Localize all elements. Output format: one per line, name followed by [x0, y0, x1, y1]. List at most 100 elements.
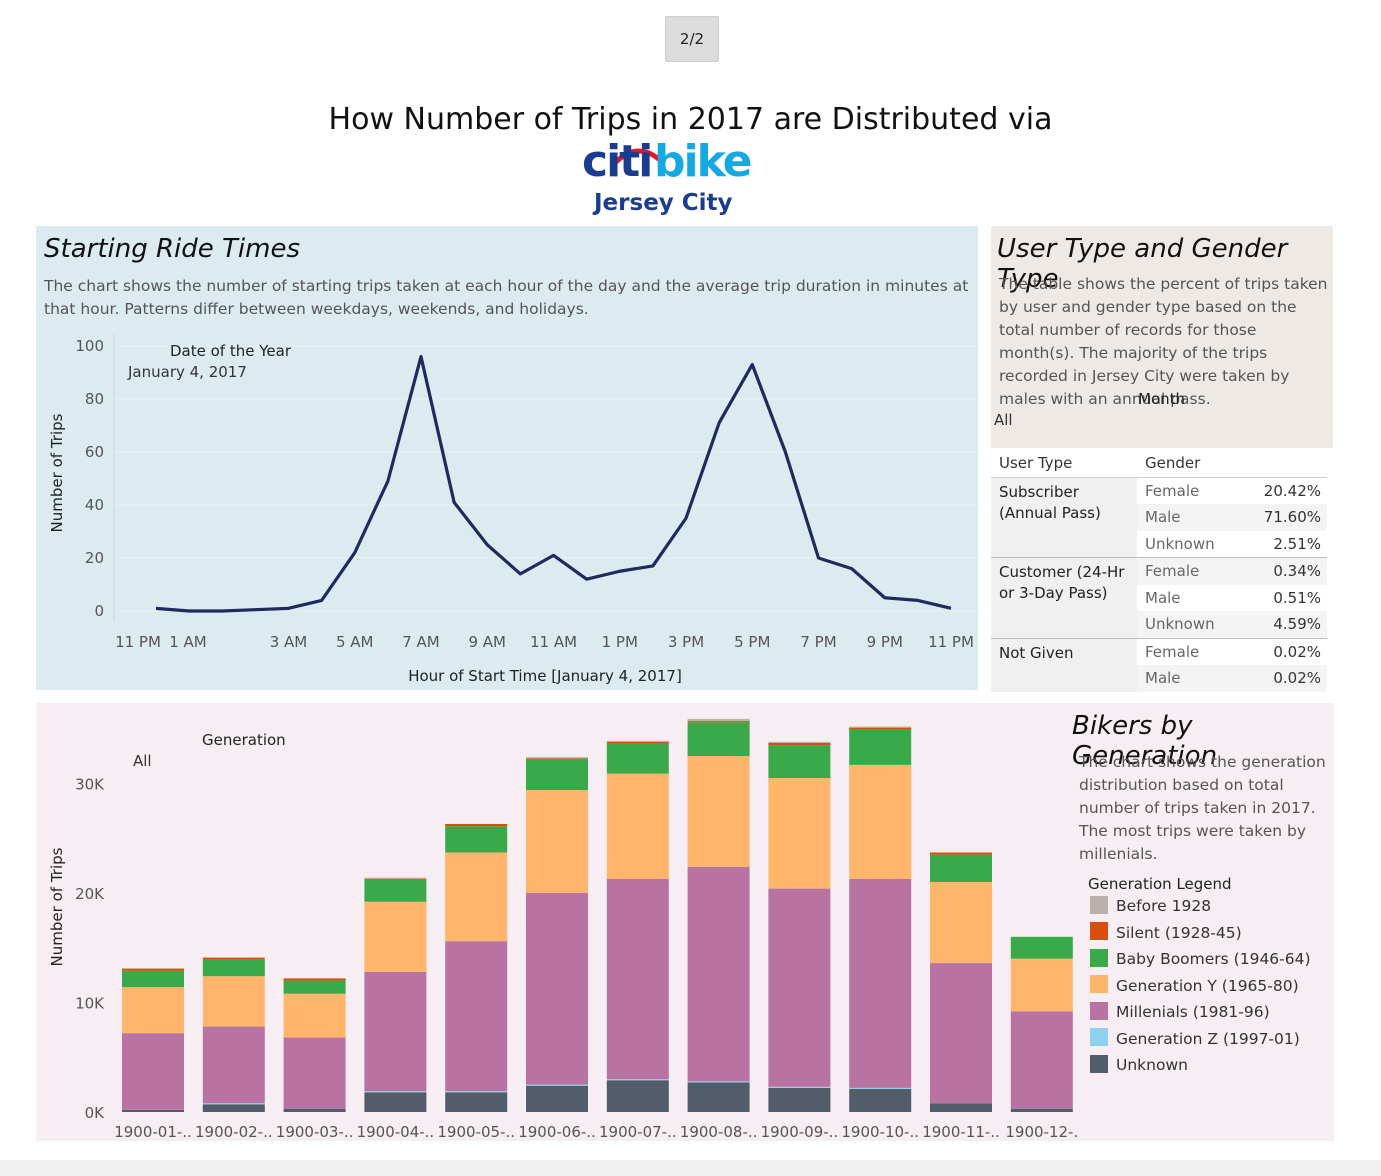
- line-point[interactable]: [846, 563, 858, 575]
- bar-segment[interactable]: [364, 879, 427, 902]
- bar-stack[interactable]: [526, 757, 588, 1112]
- bar-segment[interactable]: [202, 1103, 265, 1105]
- bar-stack[interactable]: [687, 718, 750, 1112]
- line-point[interactable]: [912, 594, 924, 606]
- bar-segment[interactable]: [364, 901, 427, 972]
- bar-segment[interactable]: [768, 1086, 831, 1088]
- line-point[interactable]: [349, 547, 361, 559]
- bar-segment[interactable]: [1010, 936, 1073, 959]
- bar-segment[interactable]: [687, 1082, 750, 1112]
- bar-segment[interactable]: [526, 757, 588, 759]
- bar-segment[interactable]: [687, 721, 750, 723]
- legend-item[interactable]: Before 1928: [1090, 895, 1211, 916]
- bar-segment[interactable]: [122, 1109, 184, 1112]
- bar-segment[interactable]: [526, 790, 588, 893]
- legend-item[interactable]: Baby Boomers (1946-64): [1090, 948, 1311, 969]
- legend-item[interactable]: Generation Z (1997-01): [1090, 1028, 1300, 1049]
- generation-filter-value[interactable]: All: [133, 752, 152, 770]
- bar-segment[interactable]: [606, 742, 669, 774]
- bar-segment[interactable]: [445, 824, 508, 827]
- line-point[interactable]: [548, 549, 560, 561]
- bar-segment[interactable]: [202, 959, 265, 977]
- bar-segment[interactable]: [687, 718, 750, 722]
- line-point[interactable]: [945, 602, 957, 614]
- bar-segment[interactable]: [445, 941, 508, 1092]
- bar-segment[interactable]: [526, 1084, 588, 1086]
- bar-segment[interactable]: [122, 970, 184, 988]
- bar-segment[interactable]: [849, 727, 912, 730]
- line-point[interactable]: [316, 594, 328, 606]
- bar-segment[interactable]: [930, 963, 992, 1104]
- bar-segment[interactable]: [364, 877, 427, 879]
- bar-segment[interactable]: [364, 1092, 427, 1112]
- bar-segment[interactable]: [1010, 1108, 1073, 1112]
- bar-segment[interactable]: [364, 1091, 427, 1093]
- bar-segment[interactable]: [687, 722, 750, 757]
- bar-segment[interactable]: [606, 773, 669, 879]
- bar-segment[interactable]: [526, 759, 588, 791]
- bar-stack[interactable]: [202, 957, 265, 1112]
- bar-segment[interactable]: [606, 741, 669, 743]
- bar-stack[interactable]: [364, 877, 427, 1112]
- bar-segment[interactable]: [445, 852, 508, 942]
- legend-item[interactable]: Generation Y (1965-80): [1090, 975, 1299, 996]
- bar-segment[interactable]: [445, 826, 508, 853]
- bar-stack[interactable]: [768, 741, 831, 1112]
- table-row[interactable]: Male 71.60%: [991, 504, 1327, 531]
- legend-item[interactable]: Millenials (1981-96): [1090, 1001, 1270, 1022]
- bar-stack[interactable]: [122, 968, 184, 1112]
- bar-segment[interactable]: [606, 1079, 669, 1081]
- line-point[interactable]: [283, 602, 295, 614]
- bar-segment[interactable]: [445, 1091, 508, 1093]
- bar-segment[interactable]: [1010, 1011, 1073, 1109]
- bar-segment[interactable]: [606, 878, 669, 1080]
- line-point[interactable]: [249, 604, 261, 616]
- bar-stack[interactable]: [283, 978, 346, 1112]
- line-point[interactable]: [150, 602, 162, 614]
- bar-segment[interactable]: [445, 1092, 508, 1112]
- legend-item[interactable]: Silent (1928-45): [1090, 922, 1242, 943]
- bar-segment[interactable]: [768, 778, 831, 889]
- line-point[interactable]: [614, 565, 626, 577]
- bar-stack[interactable]: [445, 824, 508, 1112]
- bar-segment[interactable]: [283, 980, 346, 994]
- bar-segment[interactable]: [364, 878, 427, 880]
- bar-segment[interactable]: [1010, 958, 1073, 1012]
- bar-segment[interactable]: [283, 1037, 346, 1109]
- line-point[interactable]: [382, 475, 394, 487]
- bar-segment[interactable]: [930, 852, 992, 855]
- line-point[interactable]: [713, 417, 725, 429]
- line-point[interactable]: [746, 359, 758, 371]
- bar-segment[interactable]: [122, 987, 184, 1034]
- line-point[interactable]: [216, 605, 228, 617]
- bar-segment[interactable]: [526, 758, 588, 760]
- bar-stack[interactable]: [1010, 936, 1073, 1112]
- line-point[interactable]: [581, 573, 593, 585]
- bar-segment[interactable]: [283, 993, 346, 1038]
- bar-segment[interactable]: [122, 1033, 184, 1110]
- bar-segment[interactable]: [768, 1087, 831, 1112]
- bar-segment[interactable]: [849, 764, 912, 879]
- bar-segment[interactable]: [930, 854, 992, 883]
- bar-segment[interactable]: [930, 1103, 992, 1112]
- page-indicator[interactable]: 2/2: [665, 16, 719, 62]
- bar-segment[interactable]: [849, 729, 912, 765]
- bar-stack[interactable]: [930, 852, 992, 1112]
- bar-segment[interactable]: [283, 978, 346, 981]
- bar-segment[interactable]: [849, 878, 912, 1088]
- line-point[interactable]: [514, 568, 526, 580]
- line-point[interactable]: [879, 592, 891, 604]
- bar-stack[interactable]: [849, 726, 912, 1112]
- legend-item[interactable]: Unknown: [1090, 1054, 1188, 1075]
- table-row[interactable]: Customer (24-Hr or 3-Day Pass) Female 0.34…: [991, 557, 1327, 638]
- bar-segment[interactable]: [202, 957, 265, 960]
- table-row[interactable]: Male 0.02%: [991, 665, 1327, 692]
- bar-stack[interactable]: [606, 740, 669, 1112]
- line-point[interactable]: [813, 552, 825, 564]
- bar-segment[interactable]: [606, 740, 669, 742]
- line-point[interactable]: [680, 512, 692, 524]
- table-row[interactable]: Unknown 4.59%: [991, 611, 1327, 638]
- bar-segment[interactable]: [606, 1080, 669, 1112]
- bar-segment[interactable]: [930, 882, 992, 964]
- bar-segment[interactable]: [202, 976, 265, 1027]
